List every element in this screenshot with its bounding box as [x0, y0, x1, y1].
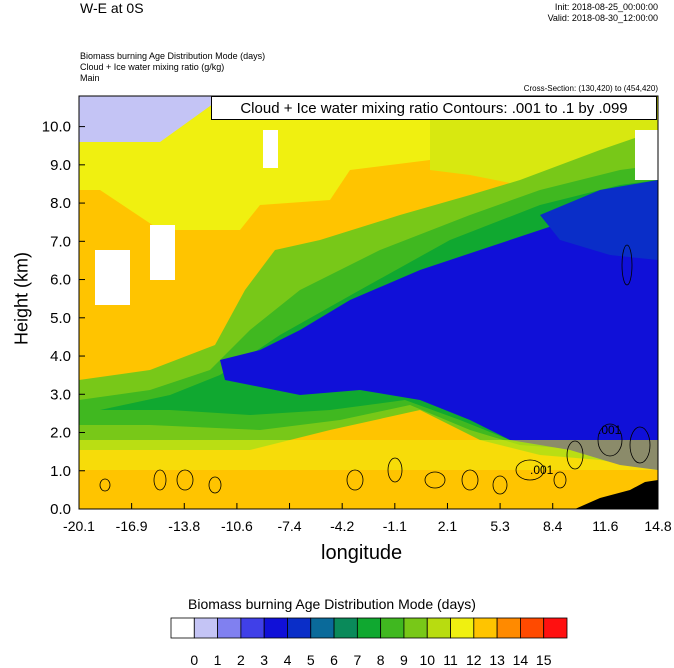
colorbar-swatch — [240, 617, 265, 639]
variable-line: Cloud + Ice water mixing ratio (g/kg) — [80, 62, 225, 72]
colorbar-label: 7 — [353, 652, 362, 668]
colorbar-label: 14 — [512, 652, 529, 668]
colorbar-swatch — [426, 617, 451, 639]
colorbar-label: 15 — [535, 652, 552, 668]
x-tick-label: 11.6 — [592, 518, 618, 534]
y-tick-label: 3.0 — [50, 386, 71, 403]
valid-time: Valid: 2018-08-30_12:00:00 — [547, 13, 658, 23]
terrain — [575, 480, 658, 509]
x-tick-label: 8.4 — [543, 518, 563, 534]
field-region — [79, 440, 658, 470]
variable-line: Main — [80, 73, 100, 83]
colorbar-swatch — [310, 617, 335, 639]
field-region — [635, 130, 658, 180]
y-tick-label: 9.0 — [50, 157, 71, 174]
y-tick-label: 10.0 — [42, 119, 71, 136]
colorbar-swatch — [217, 617, 242, 639]
colorbar-label: 3 — [260, 652, 269, 668]
colorbar-swatch — [356, 617, 382, 639]
colorbar-label: 12 — [466, 652, 482, 668]
x-tick-label: 5.3 — [490, 518, 510, 534]
x-tick-label: -13.8 — [168, 518, 200, 534]
colorbar-swatch — [333, 617, 358, 639]
field-region — [263, 130, 278, 168]
colorbar-label: 0 — [190, 652, 199, 668]
variable-line: Biomass burning Age Distribution Mode (d… — [80, 51, 266, 61]
colorbar-swatch — [543, 617, 568, 639]
x-tick-label: 14.8 — [644, 518, 671, 534]
colorbar-label: 10 — [419, 652, 436, 668]
x-tick-label: -7.4 — [277, 518, 301, 534]
field-region — [79, 96, 430, 230]
y-axis: 0.0 1.0 2.0 3.0 4.0 5.0 6.0 7.0 8.0 9.0 10.0 — [42, 119, 85, 518]
contour-label: .001 — [530, 463, 554, 477]
colorbar-swatch — [170, 617, 195, 639]
heatmap-field — [79, 96, 658, 509]
colorbar-title: Biomass burning Age Distribution Mode (d… — [188, 596, 476, 612]
y-tick-label: 2.0 — [50, 425, 71, 442]
init-time: Init: 2018-08-25_00:00:00 — [554, 2, 658, 12]
x-tick-label: -20.1 — [63, 518, 95, 534]
x-axis-label: longitude — [321, 542, 403, 564]
colorbar-label: 2 — [236, 652, 245, 668]
contours — [99, 244, 651, 495]
colorbar-label: 11 — [443, 652, 458, 668]
colorbar-label: 13 — [489, 652, 505, 668]
field-region — [150, 225, 175, 280]
colorbar-swatch — [473, 617, 498, 639]
x-tick-label: 2.1 — [438, 518, 458, 534]
contour-info-box: Cloud + Ice water mixing ratio Contours:… — [211, 96, 657, 120]
colorbar-label: 4 — [283, 652, 292, 668]
colorbar-swatch — [287, 617, 312, 639]
y-tick-label: 1.0 — [50, 463, 71, 480]
y-tick-label: 0.0 — [50, 501, 71, 518]
colorbar-swatch — [193, 617, 218, 639]
x-axis: -20.1 -16.9 -13.8 -10.6 -7.4 -4.2 -1.1 2.1 5.3 8.… — [63, 503, 672, 534]
colorbar — [170, 617, 568, 639]
colorbar-swatch — [380, 617, 405, 639]
colorbar-label: 6 — [330, 652, 338, 668]
x-tick-label: -1.1 — [383, 518, 407, 534]
y-tick-label: 8.0 — [50, 195, 71, 212]
field-region — [95, 250, 130, 305]
cross-section-label: Cross-Section: (130,420) to (454,420) — [523, 84, 658, 93]
x-tick-label: -4.2 — [330, 518, 354, 534]
x-tick-label: -10.6 — [221, 518, 253, 534]
colorbar-swatch — [520, 617, 545, 639]
colorbar-label: 1 — [213, 652, 222, 668]
y-tick-label: 7.0 — [50, 233, 71, 250]
plot-title: W-E at 0S — [80, 0, 144, 16]
colorbar-label: 9 — [400, 652, 408, 668]
contour-label: .001 — [598, 423, 622, 437]
colorbar-swatch — [450, 617, 475, 639]
y-axis-label: Height (km) — [11, 252, 32, 346]
field-region — [540, 180, 658, 260]
colorbar-label: 5 — [306, 652, 315, 668]
field-region — [220, 200, 658, 470]
y-tick-label: 4.0 — [50, 348, 71, 365]
colorbar-swatch — [263, 617, 288, 639]
x-tick-label: -16.9 — [116, 518, 148, 534]
colorbar-swatch — [403, 617, 428, 639]
y-tick-label: 5.0 — [50, 310, 71, 327]
y-tick-label: 6.0 — [50, 272, 71, 289]
colorbar-swatch — [496, 617, 521, 639]
colorbar-label: 8 — [376, 652, 385, 668]
cross-section-plot: 0.0 1.0 2.0 3.0 4.0 5.0 6.0 7.0 8.0 9.0 10.0 -20.1… — [42, 95, 672, 534]
